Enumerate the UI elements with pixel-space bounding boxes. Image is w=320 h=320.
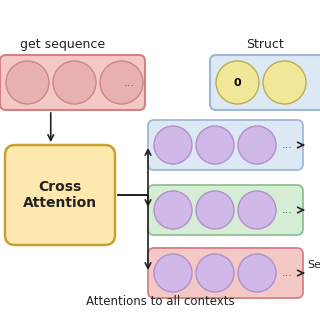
FancyBboxPatch shape [148,248,303,298]
Text: get sequence: get sequence [20,38,105,51]
Circle shape [238,254,276,292]
Text: 0: 0 [234,77,241,87]
Text: Se: Se [307,260,320,270]
FancyBboxPatch shape [0,55,145,110]
Text: Cross
Attention: Cross Attention [23,180,97,210]
Circle shape [154,191,192,229]
Circle shape [53,61,96,104]
Text: ...: ... [282,268,292,278]
Text: ...: ... [319,77,320,87]
Circle shape [154,126,192,164]
FancyBboxPatch shape [148,185,303,235]
Circle shape [216,61,259,104]
Circle shape [196,126,234,164]
Text: ...: ... [319,77,320,87]
Text: ...: ... [282,140,292,150]
Circle shape [196,254,234,292]
Text: ...: ... [124,77,134,87]
Circle shape [6,61,49,104]
Text: ...: ... [282,205,292,215]
Circle shape [154,254,192,292]
Circle shape [238,126,276,164]
Circle shape [263,61,306,104]
Text: Struct: Struct [246,38,284,51]
Circle shape [196,191,234,229]
FancyBboxPatch shape [148,120,303,170]
FancyBboxPatch shape [5,145,115,245]
FancyBboxPatch shape [210,55,320,110]
Text: Attentions to all contexts: Attentions to all contexts [86,295,234,308]
Circle shape [238,191,276,229]
Circle shape [100,61,143,104]
